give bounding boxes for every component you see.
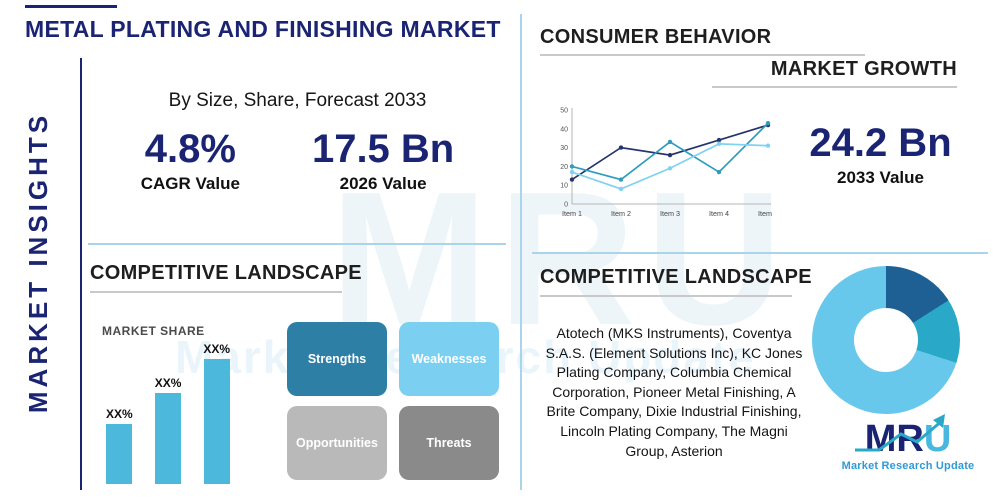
bar-column: XX% (154, 376, 182, 484)
market-share-bar-chart: XX% XX% XX% (106, 336, 246, 484)
svg-text:Item 1: Item 1 (562, 209, 582, 218)
sidebar-vertical-label: MARKET INSIGHTS (6, 88, 72, 436)
page-title: METAL PLATING AND FINISHING MARKET (25, 16, 501, 42)
top-accent-line (25, 5, 117, 8)
value-2033: 24.2 Bn (809, 121, 952, 165)
swot-tile-opportunities: Opportunities (287, 406, 387, 480)
vertical-divider-center (520, 14, 522, 490)
cagr-value: 4.8% (144, 127, 236, 171)
consumer-behavior-underline (540, 54, 865, 56)
bar-value-label: XX% (106, 407, 133, 421)
swot-tile-label: Threats (426, 436, 472, 450)
donut-hole (854, 308, 918, 372)
svg-text:Item 4: Item 4 (709, 209, 729, 218)
cagr-stat: 4.8% CAGR Value (141, 128, 240, 194)
bar (106, 424, 133, 484)
market-growth-heading: MARKET GROWTH (770, 58, 957, 80)
logo-mr-text: MR (864, 418, 924, 460)
swot-grid: Strengths Weaknesses Opportunities Threa… (287, 322, 499, 480)
svg-text:Item 3: Item 3 (660, 209, 680, 218)
value-2033-stat: 24.2 Bn 2033 Value (788, 122, 973, 188)
swot-tile-label: Weaknesses (411, 352, 487, 366)
bar-value-label: XX% (154, 376, 182, 390)
vertical-rail-line (80, 58, 82, 490)
bar-column: XX% (106, 407, 133, 484)
bar-column: XX% (203, 342, 230, 484)
logo-caption: Market Research Update (841, 460, 975, 472)
label-2033: 2033 Value (837, 168, 924, 187)
consumer-behavior-heading: CONSUMER BEHAVIOR (540, 26, 772, 48)
swot-tile-strengths: Strengths (287, 322, 387, 396)
swot-tile-label: Strengths (307, 352, 367, 366)
value-2026-stat: 17.5 Bn 2026 Value (312, 128, 454, 194)
swot-tile-label: Opportunities (296, 436, 378, 450)
svg-text:Item 2: Item 2 (611, 209, 631, 218)
swot-tile-threats: Threats (399, 406, 499, 480)
svg-text:50: 50 (560, 108, 568, 115)
label-2026: 2026 Value (339, 174, 427, 193)
market-share-title: MARKET SHARE (102, 324, 205, 338)
competitive-landscape-right-underline (540, 295, 792, 297)
svg-text:10: 10 (560, 183, 568, 190)
market-growth-line-chart: 0 10 20 30 40 50 Item 1 Item 2 Item 3 Item 4 Item … (560, 108, 774, 219)
segment-donut-chart (812, 266, 960, 414)
bar-value-label: XX% (203, 342, 231, 356)
svg-text:40: 40 (560, 126, 568, 133)
svg-text:Item 5: Item 5 (758, 209, 774, 218)
competitive-landscape-left-underline (90, 291, 342, 293)
stats-row: 4.8% CAGR Value 17.5 Bn 2026 Value (90, 128, 505, 194)
mru-logo-mark: MRU (854, 414, 952, 460)
horizontal-divider-right (532, 252, 988, 254)
value-2026: 17.5 Bn (311, 127, 455, 171)
svg-text:20: 20 (560, 164, 568, 171)
mru-logo: MRU Market Research Update (828, 414, 988, 472)
competitive-landscape-left-heading: COMPETITIVE LANDSCAPE (90, 262, 362, 284)
cagr-label: CAGR Value (140, 174, 240, 193)
companies-list: Atotech (MKS Instruments), Coventya S.A.… (545, 325, 803, 459)
svg-text:0: 0 (564, 202, 568, 209)
logo-u-text: U (923, 418, 952, 460)
competitive-landscape-right-heading: COMPETITIVE LANDSCAPE (540, 266, 812, 288)
svg-text:30: 30 (560, 145, 568, 152)
market-insights-label: MARKET INSIGHTS (23, 111, 54, 413)
subtitle: By Size, Share, Forecast 2033 (168, 90, 427, 111)
swot-tile-weaknesses: Weaknesses (399, 322, 499, 396)
bar (203, 359, 230, 484)
market-growth-underline (712, 86, 957, 88)
horizontal-divider-left (88, 243, 506, 245)
bar (155, 393, 182, 484)
